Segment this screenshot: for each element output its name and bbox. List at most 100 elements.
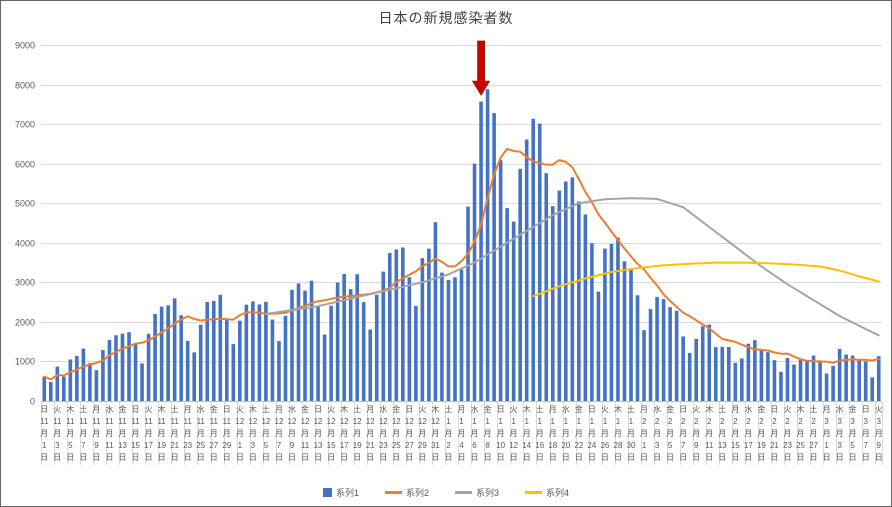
svg-text:金: 金 [484, 404, 492, 414]
svg-text:3: 3 [863, 417, 868, 426]
svg-text:月: 月 [679, 429, 687, 438]
svg-text:月: 月 [640, 429, 648, 438]
svg-text:月: 月 [105, 429, 113, 438]
svg-text:月: 月 [405, 429, 413, 438]
svg-text:日: 日 [405, 453, 413, 462]
svg-text:月: 月 [497, 429, 505, 438]
svg-text:日: 日 [366, 453, 374, 462]
svg-text:月: 月 [301, 429, 309, 438]
svg-text:月: 月 [379, 429, 387, 438]
svg-text:木: 木 [249, 404, 257, 414]
svg-text:11: 11 [131, 417, 140, 426]
svg-text:11: 11 [105, 441, 114, 450]
svg-text:日: 日 [549, 453, 557, 462]
svg-text:木: 木 [66, 404, 74, 414]
svg-text:27: 27 [209, 441, 218, 450]
svg-text:金: 金 [118, 404, 126, 414]
svg-text:土: 土 [810, 404, 818, 414]
svg-text:11: 11 [40, 417, 49, 426]
svg-text:月: 月 [692, 429, 700, 438]
svg-text:水: 水 [471, 404, 479, 414]
svg-text:1: 1 [524, 417, 529, 426]
svg-text:月: 月 [601, 429, 609, 438]
svg-text:日: 日 [823, 453, 831, 462]
svg-text:日: 日 [314, 453, 322, 462]
svg-text:23: 23 [783, 441, 792, 450]
svg-text:日: 日 [223, 453, 231, 462]
svg-text:8000: 8000 [15, 81, 35, 91]
svg-text:日: 日 [392, 453, 400, 462]
svg-text:9: 9 [94, 441, 99, 450]
x-axis-labels: 日11月1日火11月3日木11月5日土11月7日月11月9日水11月11日金11… [40, 404, 883, 462]
svg-text:月: 月 [92, 429, 100, 438]
svg-text:日: 日 [66, 453, 74, 462]
legend-item-series1: 系列1 [322, 486, 359, 499]
svg-text:金: 金 [210, 404, 218, 414]
svg-text:土: 土 [718, 404, 726, 414]
svg-text:30: 30 [627, 441, 636, 450]
svg-text:25: 25 [196, 441, 205, 450]
svg-text:月: 月 [653, 429, 661, 438]
svg-text:12: 12 [418, 417, 427, 426]
svg-text:24: 24 [587, 441, 596, 450]
legend-item-series3: 系列3 [455, 486, 499, 499]
svg-text:月: 月 [184, 405, 192, 414]
svg-text:月: 月 [392, 429, 400, 438]
svg-text:月: 月 [562, 429, 570, 438]
svg-text:25: 25 [392, 441, 401, 450]
svg-text:9: 9 [694, 441, 699, 450]
svg-text:7000: 7000 [15, 120, 35, 130]
svg-text:1: 1 [642, 441, 647, 450]
svg-text:2: 2 [733, 417, 738, 426]
svg-text:木: 木 [705, 404, 713, 414]
svg-text:3: 3 [655, 441, 660, 450]
svg-text:12: 12 [288, 417, 297, 426]
svg-text:日: 日 [223, 405, 231, 414]
svg-text:日: 日 [484, 453, 492, 462]
svg-text:日: 日 [79, 453, 87, 462]
svg-text:7: 7 [81, 441, 86, 450]
svg-text:日: 日 [53, 453, 61, 462]
svg-text:3: 3 [837, 417, 842, 426]
svg-text:水: 水 [197, 404, 205, 414]
svg-text:1: 1 [551, 417, 556, 426]
svg-text:27: 27 [809, 441, 818, 450]
svg-text:金: 金 [666, 404, 674, 414]
line-series3 [264, 197, 880, 337]
svg-text:月: 月 [823, 429, 831, 438]
svg-text:月: 月 [132, 429, 140, 438]
svg-text:1: 1 [485, 417, 490, 426]
svg-text:木: 木 [523, 404, 531, 414]
svg-text:月: 月 [249, 429, 257, 438]
svg-text:21: 21 [770, 441, 779, 450]
svg-text:7: 7 [863, 441, 868, 450]
svg-text:月: 月 [744, 429, 752, 438]
svg-text:6: 6 [472, 441, 477, 450]
svg-text:2: 2 [772, 417, 777, 426]
svg-text:木: 木 [158, 404, 166, 414]
svg-text:5: 5 [850, 441, 855, 450]
svg-text:5: 5 [668, 441, 673, 450]
svg-text:12: 12 [353, 417, 362, 426]
svg-text:9000: 9000 [15, 41, 35, 51]
svg-text:13: 13 [718, 441, 727, 450]
svg-text:日: 日 [418, 453, 426, 462]
svg-text:6000: 6000 [15, 160, 35, 170]
svg-text:18: 18 [548, 441, 557, 450]
svg-text:17: 17 [340, 441, 349, 450]
svg-text:月: 月 [731, 405, 739, 414]
svg-text:火: 火 [783, 405, 791, 414]
svg-text:月: 月 [705, 429, 713, 438]
svg-text:1: 1 [577, 417, 582, 426]
svg-text:日: 日 [236, 453, 244, 462]
svg-text:月: 月 [640, 405, 648, 414]
svg-text:13: 13 [118, 441, 127, 450]
svg-text:月: 月 [549, 429, 557, 438]
svg-text:7: 7 [277, 441, 282, 450]
svg-text:23: 23 [379, 441, 388, 450]
svg-text:日: 日 [353, 453, 361, 462]
svg-text:火: 火 [875, 405, 883, 414]
svg-text:28: 28 [614, 441, 623, 450]
svg-text:水: 水 [562, 404, 570, 414]
